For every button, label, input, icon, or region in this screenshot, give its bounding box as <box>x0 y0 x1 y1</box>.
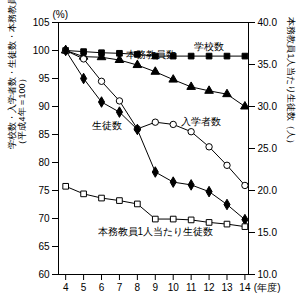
svg-text:95: 95 <box>38 73 50 84</box>
svg-text:学校数: 学校数 <box>194 41 224 52</box>
svg-text:11: 11 <box>186 282 197 293</box>
svg-text:本務教員1人当たり生徒数（人）: 本務教員1人当たり生徒数（人） <box>286 17 296 148</box>
svg-text:7: 7 <box>117 282 123 293</box>
svg-text:30.0: 30.0 <box>258 101 278 112</box>
svg-text:105: 105 <box>33 17 50 28</box>
svg-text:入学者数: 入学者数 <box>181 116 221 127</box>
svg-text:本務教員数: 本務教員数 <box>126 49 176 60</box>
svg-text:8: 8 <box>135 282 141 293</box>
svg-text:6: 6 <box>99 282 105 293</box>
svg-text:10: 10 <box>168 282 180 293</box>
svg-text:85: 85 <box>38 129 50 140</box>
svg-text:20.0: 20.0 <box>258 185 278 196</box>
svg-text:生徒数: 生徒数 <box>92 120 122 131</box>
svg-text:25.0: 25.0 <box>258 143 278 154</box>
svg-text:70: 70 <box>38 213 50 224</box>
svg-text:14: 14 <box>239 282 251 293</box>
svg-text:10.0: 10.0 <box>258 269 278 280</box>
svg-text:80: 80 <box>38 157 50 168</box>
svg-text:75: 75 <box>38 185 50 196</box>
svg-text:5: 5 <box>81 282 87 293</box>
svg-text:12: 12 <box>204 282 216 293</box>
svg-text:13: 13 <box>221 282 233 293</box>
svg-text:学校数・入学者数・生徒数・本務教員数（平成4年＝100）: 学校数・入学者数・生徒数・本務教員数（平成4年＝100） <box>7 0 28 149</box>
svg-text:9: 9 <box>153 282 159 293</box>
svg-text:60: 60 <box>38 269 50 280</box>
svg-text:90: 90 <box>38 101 50 112</box>
svg-text:100: 100 <box>33 45 50 56</box>
svg-text:35.0: 35.0 <box>258 59 278 70</box>
svg-text:15.0: 15.0 <box>258 227 278 238</box>
svg-text:65: 65 <box>38 241 50 252</box>
svg-text:(年度): (年度) <box>254 282 281 293</box>
svg-text:40.0: 40.0 <box>258 17 278 28</box>
svg-text:本務教員1人当たり生徒数: 本務教員1人当たり生徒数 <box>98 226 214 237</box>
svg-text:(%): (%) <box>53 9 69 20</box>
svg-text:4: 4 <box>63 282 69 293</box>
